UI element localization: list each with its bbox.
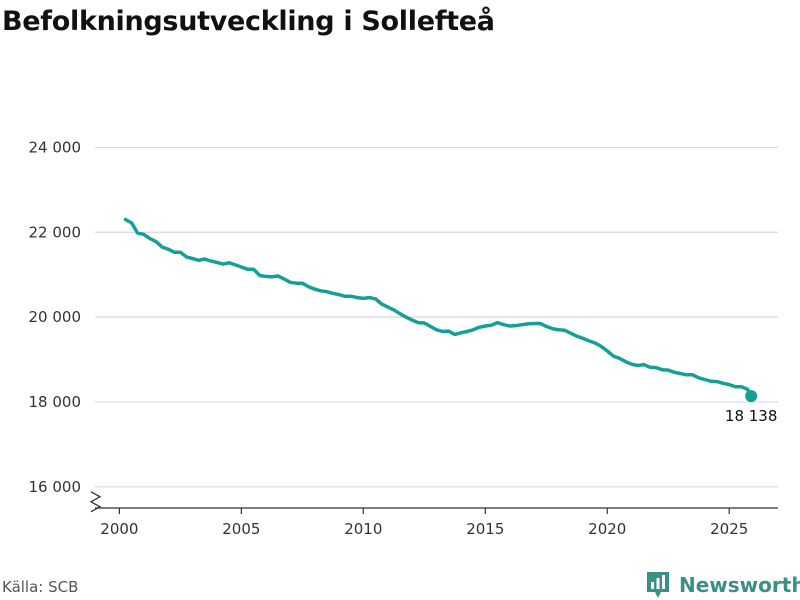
x-tick-label: 2000 <box>100 520 138 538</box>
x-tick-label: 2005 <box>222 520 260 538</box>
y-tick-label: 18 000 <box>29 393 82 411</box>
x-tick-label: 2010 <box>344 520 382 538</box>
x-tick-label: 2020 <box>588 520 626 538</box>
y-tick-label: 20 000 <box>29 308 82 326</box>
end-point-marker <box>745 390 758 403</box>
end-value-label: 18 138 <box>725 407 778 425</box>
y-tick-label: 16 000 <box>29 478 82 496</box>
gridlines <box>95 146 778 488</box>
x-tick-label: 2015 <box>466 520 504 538</box>
x-axis: 2000 2005 2010 2015 2020 2025 <box>89 491 778 538</box>
chart-title: Befolkningsutveckling i Sollefteå <box>2 6 495 37</box>
axis-break-marker <box>89 491 102 513</box>
y-tick-label: 24 000 <box>29 138 82 156</box>
series-layer <box>123 217 758 403</box>
newsworthy-logo-icon <box>647 572 669 598</box>
y-tick-label: 22 000 <box>29 223 82 241</box>
brand-logo: Newsworthy <box>645 570 800 600</box>
x-tick-label: 2025 <box>710 520 748 538</box>
series-line <box>123 217 753 398</box>
brand-name: Newsworthy <box>679 573 800 597</box>
y-axis-ticks: 16 000 18 000 20 000 22 000 24 000 <box>29 138 82 495</box>
source-note: Källa: SCB <box>2 578 79 596</box>
label-layer: 18 138 <box>725 407 778 425</box>
